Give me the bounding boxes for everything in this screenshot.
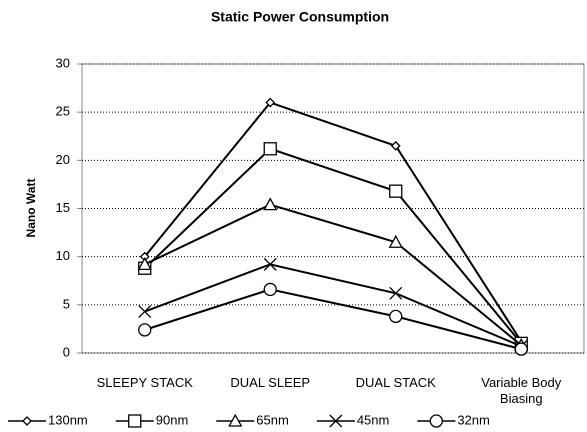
legend-label: 130nm [48,412,88,427]
marker [389,184,403,198]
marker [263,142,277,156]
marker [265,97,276,108]
legend-marker [228,413,243,427]
y-tick-label: 5 [63,296,70,311]
x-tick-label: SLEEPY STACK [96,375,193,390]
legend-marker [429,414,443,428]
series-line [144,203,522,347]
legend-marker [329,414,343,428]
legend-label: 32nm [457,412,490,427]
x-tick-label: Variable Body Biasing [481,375,562,406]
legend-label: 90nm [156,412,189,427]
legend-label: 65nm [256,412,289,427]
marker [389,286,403,300]
series-line [144,288,522,351]
marker [514,342,528,356]
marker [263,282,277,297]
legend-marker [22,416,32,426]
series-line [144,263,522,348]
marker [137,257,152,271]
y-tick-label: 20 [56,152,70,167]
legend-marker [128,414,142,428]
marker [138,323,152,337]
marker [263,197,278,211]
series-line [143,101,523,342]
marker [388,234,403,248]
y-axis-label: Nano Watt [24,179,38,238]
series-line [144,147,523,345]
y-tick-label: 10 [56,248,70,263]
marker [390,140,401,151]
x-tick-label: DUAL STACK [355,375,436,390]
marker [138,305,152,319]
y-tick-label: 0 [63,344,70,359]
y-tick-label: 30 [56,55,70,70]
chart-title: Static Power Consumption [211,9,389,25]
legend-label: 45nm [357,412,390,427]
y-tick-label: 15 [56,200,70,215]
marker [263,257,277,271]
x-tick-label: DUAL SLEEP [230,375,311,390]
y-tick-label: 25 [56,104,70,119]
marker [389,309,403,324]
